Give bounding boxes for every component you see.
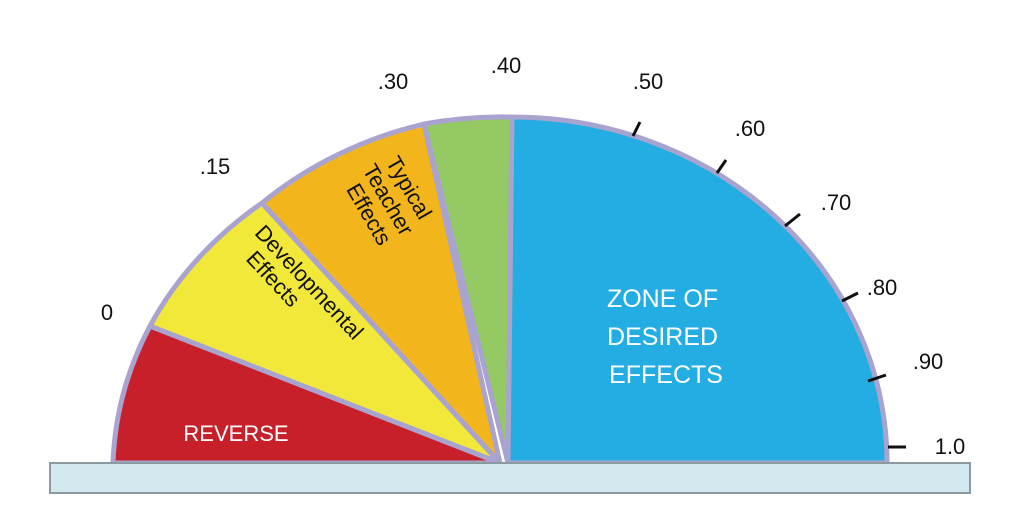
tick (715, 159, 728, 174)
scale-label: 1.0 (935, 434, 966, 459)
scale-label: 0 (101, 300, 113, 325)
label-line: DESIRED (607, 323, 718, 351)
tick (867, 373, 887, 383)
reverse-label: REVERSE (183, 421, 288, 446)
desired-label: ZONE OF DESIRED EFFECTS (607, 285, 725, 389)
zones (110, 114, 890, 466)
tick (631, 121, 642, 137)
scale-labels: 0 .15 .30 .40 .50 .60 .70 .80 .90 1.0 (101, 53, 965, 459)
scale-label: .80 (867, 275, 898, 300)
ticks (631, 121, 906, 449)
teacher-label: Typical Teacher Effects (337, 147, 442, 257)
label-line: ZONE OF (607, 285, 718, 313)
scale-label: .50 (633, 69, 664, 94)
base (49, 462, 971, 494)
scale-label: .40 (491, 53, 522, 78)
scale-label: .30 (378, 69, 409, 94)
label-line: EFFECTS (609, 361, 723, 389)
scale-label: .70 (821, 190, 852, 215)
scale-label: .90 (913, 349, 944, 374)
scale-label: .60 (735, 116, 766, 141)
scale-label: .15 (200, 154, 231, 179)
tick (784, 212, 801, 228)
desired-zone (505, 114, 890, 466)
tick (841, 291, 859, 303)
